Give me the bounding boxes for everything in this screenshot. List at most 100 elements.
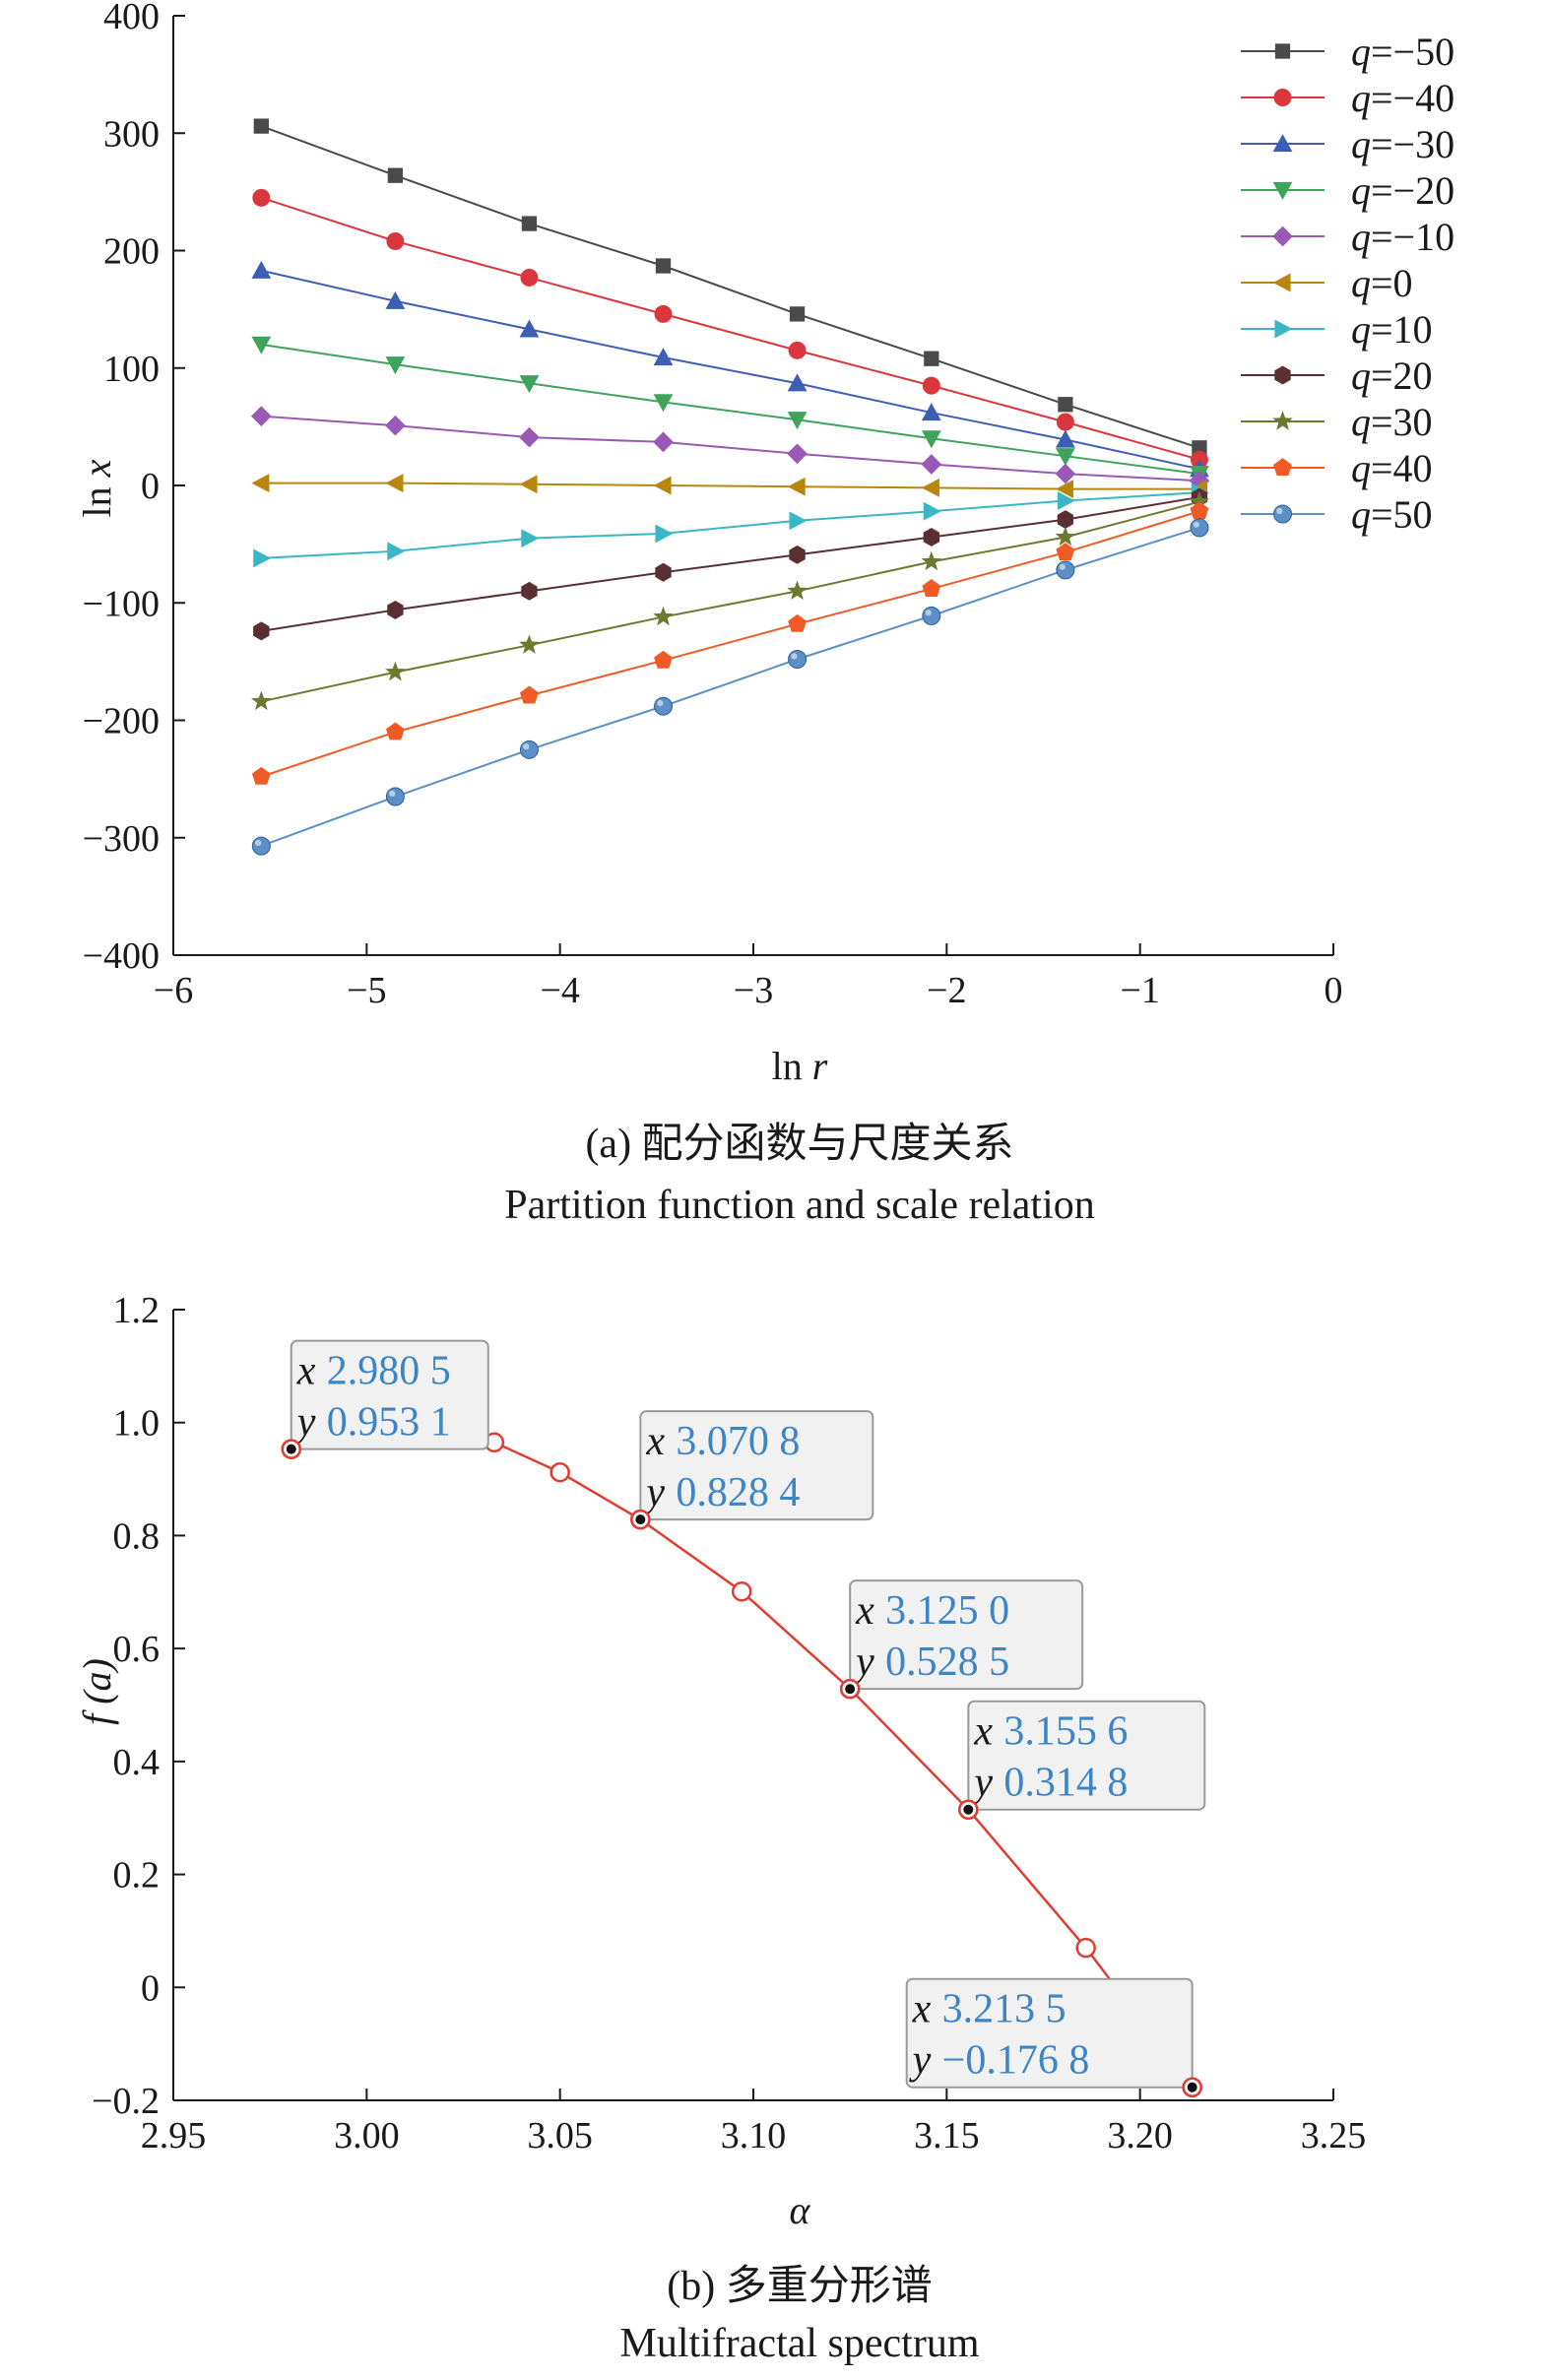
chart-a-data-point: [1056, 413, 1074, 431]
chart-b-y-axis-title: f (a): [75, 1658, 119, 1725]
legend-label: q=−30: [1351, 122, 1454, 166]
chart-a-data-point: [387, 167, 404, 183]
chart-a-data-point: [1055, 448, 1075, 467]
chart-a-y-tick-label: −100: [83, 583, 160, 624]
chart-a-data-point: [1190, 518, 1209, 538]
chart-a-data-point-highlight: [389, 790, 396, 798]
chart-a-data-point: [519, 426, 540, 448]
data-tip-y-value: 0.953 1: [327, 1400, 451, 1446]
chart-a-data-point: [251, 260, 272, 279]
chart-a-data-point: [385, 474, 404, 493]
legend-label: q=−10: [1351, 215, 1454, 259]
data-tip-x-value: 2.980 5: [327, 1349, 451, 1394]
chart-a-series-line: [261, 482, 1199, 490]
legend-marker: [1274, 319, 1293, 339]
chart-a-data-point: [653, 431, 674, 453]
chart-b-x-tick-label: 3.15: [914, 2115, 980, 2156]
chart-b-y-tick-label: 1.0: [113, 1403, 161, 1445]
chart-a-x-tick-label: −2: [927, 970, 966, 1011]
chart-a-data-point: [653, 606, 674, 626]
data-tip-x-value: 3.125 0: [885, 1588, 1009, 1634]
chart-b-x-tick-label: 3.00: [334, 2115, 400, 2156]
chart-b-data-tips: x 2.980 5y 0.953 1 x 3.070 8y 0.828 4x 3.125 0…: [281, 1339, 1206, 2097]
data-tip-box: [849, 1579, 1084, 1691]
data-tip-y-label: y: [909, 2038, 932, 2084]
chart-b-x-tick-label: 3.20: [1107, 2115, 1173, 2156]
chart-b-data-tip: x 2.980 5y 0.953 1: [281, 1339, 489, 1459]
chart-a-data-point: [521, 581, 538, 601]
data-tip-x-label: x: [973, 1709, 993, 1755]
chart-b-x-axis-title: α: [790, 2188, 811, 2232]
chart-a-data-point-highlight: [1059, 563, 1066, 570]
chart-a-y-tick-label: −300: [83, 818, 160, 860]
data-tip-y-label: y: [293, 1400, 316, 1446]
chart-a-data-point-highlight: [925, 610, 932, 616]
chart-a-data-point: [922, 579, 941, 597]
chart-b-y-tick-label: 0.8: [113, 1515, 161, 1557]
chart-a-data-point: [787, 373, 808, 392]
chart-a-data-point: [253, 548, 272, 568]
legend-marker-highlight: [1276, 507, 1283, 514]
chart-a-markers: [250, 118, 1210, 856]
chart-a-series-line: [260, 125, 1200, 449]
chart-a-data-point: [519, 319, 540, 338]
chart-a-data-point: [654, 696, 674, 716]
chart-a-axes: −400 −300 −200 −100 0 100 200 300 400 −6 −5 −4 −3 −2 −…: [83, 0, 1343, 1011]
data-tip-x-value: 3.213 5: [942, 1987, 1066, 2032]
legend-label: q=30: [1351, 400, 1433, 444]
chart-a-data-point: [1056, 560, 1075, 580]
chart-a-x-tick-label: −5: [347, 970, 386, 1011]
chart-a-data-point: [924, 351, 939, 366]
chart-a-data-point: [251, 474, 270, 493]
chart-a-data-point: [921, 403, 941, 421]
chart-a-y-axis-title: ln x: [75, 459, 119, 517]
chart-a-series-line: [261, 495, 1200, 632]
chart-b-data-tip: x 3.125 0y 0.528 5: [839, 1579, 1084, 1700]
chart-a-data-point: [1055, 480, 1073, 499]
legend-marker: [1273, 458, 1292, 477]
chart-a-data-point: [789, 545, 806, 564]
chart-a-series-line: [260, 526, 1200, 848]
legend-label: q=−20: [1351, 168, 1454, 213]
chart-b-x-tick-label: 2.95: [141, 2115, 207, 2156]
chart-a-data-point: [787, 443, 808, 465]
chart-b-axes: −0.2 0 0.2 0.4 0.6 0.8 1.0 1.2 2.95 3.00 3.05 3.10 3…: [92, 1290, 1366, 2156]
data-tip-box: [967, 1700, 1206, 1811]
chart-a-data-point: [519, 375, 540, 394]
chart-b-y-tick-label: 0.2: [113, 1855, 161, 1897]
chart-a-data-point: [519, 634, 540, 654]
data-tip-box: [290, 1339, 489, 1450]
chart-a-y-tick-label: 100: [103, 349, 160, 390]
chart-a-data-point: [1056, 543, 1075, 560]
chart-a-x-tick-label: −4: [540, 970, 579, 1011]
chart-a-data-point: [253, 118, 269, 134]
legend-label: q=0: [1351, 261, 1413, 305]
chart-a-data-point: [921, 478, 939, 497]
chart-a-legend: q=−50q=−40q=−30q=−20q=−10q=0q=10q=20q=30…: [1241, 30, 1454, 537]
chart-a-data-point: [653, 394, 674, 413]
chart-a-data-point: [923, 501, 941, 521]
legend-marker: [1274, 365, 1291, 385]
legend-label: q=10: [1351, 307, 1433, 352]
data-tip-anchor-dot: [1187, 2082, 1197, 2092]
chart-a-series-line: [261, 491, 1200, 559]
chart-a-y-tick-label: −200: [83, 701, 160, 742]
legend-label: q=−40: [1351, 76, 1454, 120]
chart-a-data-point: [1189, 490, 1210, 511]
chart-a-data-point: [653, 348, 674, 366]
chart-a-data-point: [787, 580, 808, 601]
chart-a-data-point: [385, 722, 405, 740]
chart-a-series-line: [261, 510, 1200, 778]
data-tip-y-value: 0.828 4: [676, 1470, 800, 1515]
legend-marker: [1272, 273, 1291, 292]
chart-b-data-point: [1075, 1937, 1096, 1959]
chart-a-data-point: [387, 600, 404, 619]
chart-a-data-point: [519, 740, 539, 759]
chart-a-data-point: [789, 511, 808, 531]
legend-marker: [1273, 504, 1292, 524]
chart-a-data-point: [1055, 463, 1076, 484]
chart-a-data-point: [385, 290, 406, 309]
partition-function-chart: −400 −300 −200 −100 0 100 200 300 400 −6 −5 −4 −3 −2 −…: [75, 0, 1454, 1228]
chart-b-data-tip: x 3.213 5y −0.176 8: [905, 1977, 1202, 2097]
